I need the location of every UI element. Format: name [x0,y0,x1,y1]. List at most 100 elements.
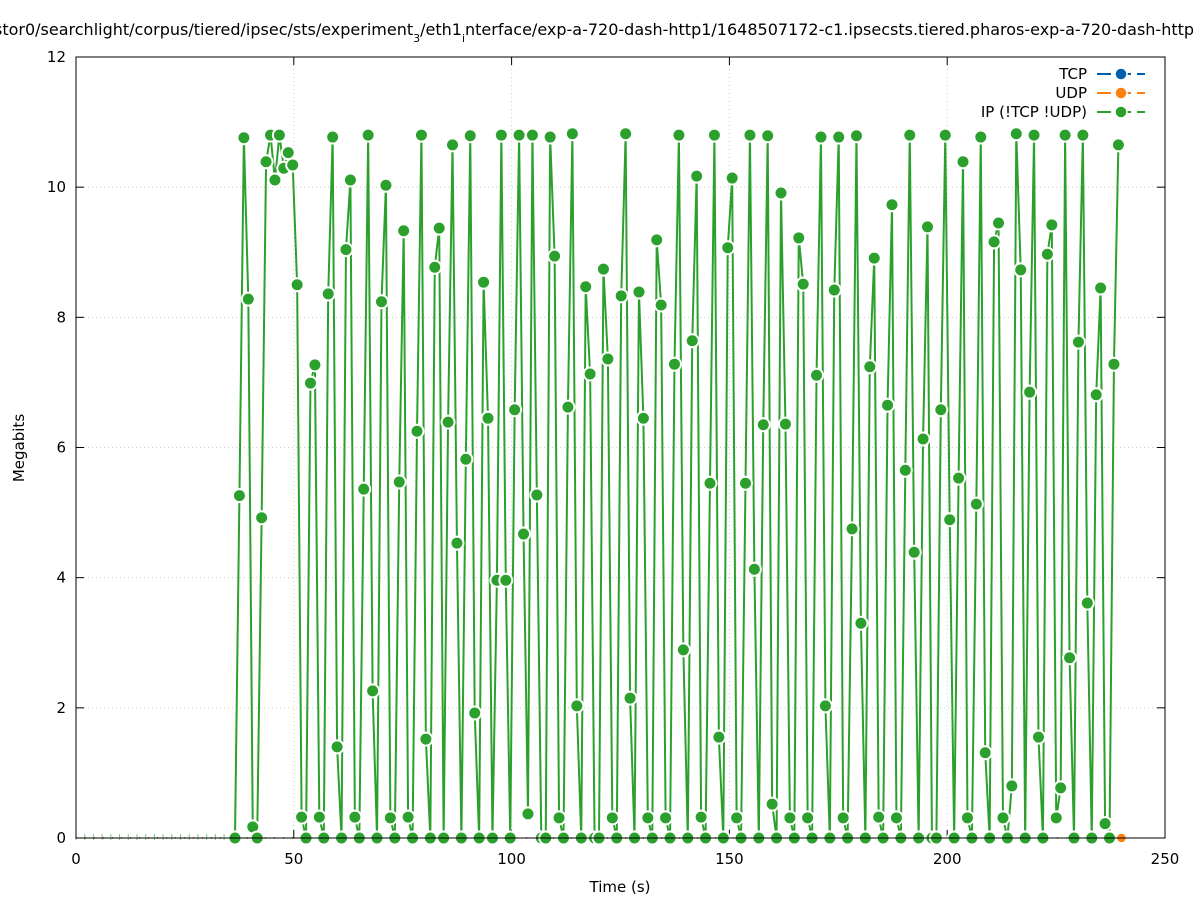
ip-data-point [542,129,558,145]
ip-data-point [329,739,345,755]
ip-data-point [755,417,771,433]
ip-data-point [640,810,656,826]
ip-data-point [400,809,416,825]
ip-data-point [613,288,629,304]
ip-data-point [1013,262,1029,278]
title-part: i [462,32,465,45]
ip-data-point [1110,137,1126,153]
ip-data-point [365,683,381,699]
ip-data-point [800,810,816,826]
ip-data-point [294,809,310,825]
ip-data-point [360,127,376,143]
ip-data-point [476,274,492,290]
ip-data-point [906,544,922,560]
ip-data-point [702,475,718,491]
legend-marker-ip [1114,105,1128,119]
ip-data-point [342,172,358,188]
x-tick-label: 50 [284,850,303,868]
ip-data-point [271,127,287,143]
ip-data-point [675,642,691,658]
ip-data-point [991,215,1007,231]
ip-data-point [933,402,949,418]
ip-data-point [560,399,576,415]
ip-data-point [445,137,461,153]
ip-data-point [529,487,545,503]
ip-data-point [378,177,394,193]
legend-marker-tcp [1114,67,1128,81]
ip-data-point [742,127,758,143]
ip-data-point [551,810,567,826]
ip-data-point [1026,127,1042,143]
ip-data-point [493,127,509,143]
ip-data-point [977,745,993,761]
x-tick-label: 100 [497,850,526,868]
ip-data-point [356,481,372,497]
ip-data-point [1044,217,1060,233]
ip-data-point [1030,729,1046,745]
ip-data-point [817,698,833,714]
ip-data-point [520,806,536,822]
title-part: stor0/searchlight/corpus/tiered/ipsec/st… [0,20,413,39]
ip-data-point [942,512,958,528]
ip-data-point [1075,127,1091,143]
ip-data-point [462,128,478,144]
title-part: 3 [413,32,420,45]
ip-data-point [578,279,594,295]
title-part: /eth1 [420,20,462,39]
ip-data-point [604,810,620,826]
ip-data-point [915,431,931,447]
ip-data-point [431,220,447,236]
ip-data-point [1097,816,1113,832]
ip-data-point [440,414,456,430]
ip-data-point [871,809,887,825]
y-tick-label: 12 [47,48,66,66]
ip-data-point [959,810,975,826]
ip-data-point [689,168,705,184]
ip-data-point [427,259,443,275]
ip-data-point [853,615,869,631]
ip-data-point [391,474,407,490]
ip-data-point [760,128,776,144]
ip-data-point [564,126,580,142]
ip-data-point [831,129,847,145]
ip-data-point [1022,384,1038,400]
ip-data-point [600,351,616,367]
ip-data-point [706,127,722,143]
ip-data-point [866,250,882,266]
ip-data-point [582,366,598,382]
ip-data-point [635,410,651,426]
title-part: nterface/exp-a-720-dash-http1/1648507172… [465,20,1194,39]
ip-data-point [795,276,811,292]
ip-data-point [653,297,669,313]
chart-title: stor0/searchlight/corpus/tiered/ipsec/st… [0,20,1194,45]
ip-data-point [480,410,496,426]
ip-data-point [951,470,967,486]
ip-data-point [986,234,1002,250]
ip-data-point [498,572,514,588]
ip-data-point [711,729,727,745]
y-tick-label: 4 [56,569,66,587]
ip-data-point [338,242,354,258]
ip-data-point [671,127,687,143]
ip-data-point [524,127,540,143]
y-axis-label: Megabits [10,414,28,482]
ip-data-point [955,154,971,170]
ip-data-point [826,282,842,298]
ip-data-point [618,126,634,142]
ip-data-point [507,402,523,418]
x-tick-label: 150 [715,850,744,868]
ip-data-point [1093,280,1109,296]
ip-data-point [813,129,829,145]
ip-data-point [236,130,252,146]
ip-data-point [937,127,953,143]
ip-data-point [1070,334,1086,350]
ip-data-point [347,809,363,825]
ip-data-point [569,698,585,714]
legend-label-tcp: TCP [1058,65,1087,83]
ip-data-point [684,333,700,349]
ip-data-point [595,261,611,277]
ip-data-point [880,397,896,413]
ip-data-point [1062,650,1078,666]
ip-data-point [773,185,789,201]
ip-data-point [409,423,425,439]
